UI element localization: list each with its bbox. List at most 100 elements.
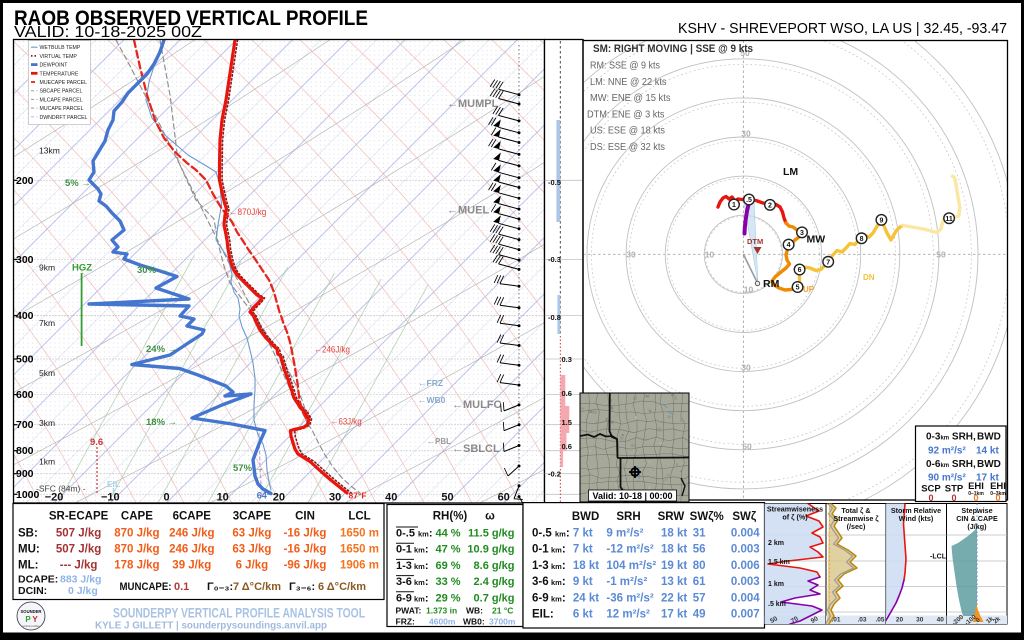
svg-text:.01: .01	[831, 617, 840, 624]
svg-text:MLCAPE PARCEL: MLCAPE PARCEL	[40, 97, 83, 103]
svg-text:MW: ENE @ 15 kts: MW: ENE @ 15 kts	[590, 92, 671, 104]
svg-text:VALID: 10-18-2025 00Z: VALID: 10-18-2025 00Z	[14, 24, 202, 41]
svg-text:1.373 in: 1.373 in	[426, 606, 457, 616]
svg-text:←870J/kg: ←870J/kg	[229, 207, 266, 218]
svg-text:.05: .05	[875, 617, 884, 624]
svg-text:PWAT:: PWAT:	[396, 606, 422, 616]
svg-text:700: 700	[16, 419, 34, 431]
svg-text:8: 8	[860, 236, 864, 243]
svg-text:507 J/kg: 507 J/kg	[56, 528, 101, 540]
svg-text:US: ESE @ 18 kts: US: ESE @ 18 kts	[590, 125, 665, 137]
svg-text:FRZ:: FRZ:	[396, 617, 416, 627]
svg-text:9 kt: 9 kt	[573, 576, 593, 588]
svg-text:1-3: 1-3	[532, 560, 549, 572]
svg-text:km:: km:	[418, 528, 433, 540]
svg-text:6CAPE: 6CAPE	[173, 511, 212, 523]
svg-text:9: 9	[879, 218, 883, 225]
svg-text:EIL:: EIL:	[532, 609, 554, 621]
svg-text:1650 m: 1650 m	[340, 544, 379, 556]
svg-text:EHI: EHI	[968, 481, 984, 492]
svg-text:SWζ%: SWζ%	[690, 511, 724, 523]
svg-text:13 kt: 13 kt	[661, 576, 687, 588]
svg-text:49: 49	[693, 609, 706, 621]
svg-text:63 J/kg: 63 J/kg	[232, 528, 271, 540]
svg-text:18 kt: 18 kt	[661, 528, 687, 540]
svg-text:200: 200	[16, 175, 34, 187]
svg-text:km:: km:	[551, 560, 566, 572]
svg-text:507 J/kg: 507 J/kg	[56, 544, 101, 556]
svg-text:--- J/kg: --- J/kg	[60, 560, 98, 572]
svg-text:-12 m²/s²: -12 m²/s²	[606, 544, 653, 556]
svg-text:246 J/kg: 246 J/kg	[169, 544, 214, 556]
svg-text:←63J/kg: ←63J/kg	[331, 417, 362, 428]
svg-text:92 m²/s²: 92 m²/s²	[928, 446, 966, 457]
svg-text:1906 m: 1906 m	[340, 560, 379, 572]
svg-text:MUCAPE PARCEL: MUCAPE PARCEL	[40, 106, 84, 112]
svg-text:870 J/kg: 870 J/kg	[114, 528, 159, 540]
svg-text:24% →: 24% →	[146, 344, 177, 355]
svg-text:P: P	[25, 615, 31, 624]
svg-text:1650 m: 1650 m	[340, 528, 379, 540]
svg-text:3-6: 3-6	[396, 576, 412, 588]
svg-text:2k: 2k	[992, 615, 1002, 625]
svg-text:1000: 1000	[16, 489, 40, 501]
svg-text:178 J/kg: 178 J/kg	[114, 560, 159, 572]
svg-text:km:: km:	[555, 528, 570, 540]
svg-text:30: 30	[329, 492, 341, 504]
svg-text:−10: −10	[101, 492, 120, 504]
svg-text:Stepwise: Stepwise	[961, 506, 992, 515]
svg-text:-16 J/kg: -16 J/kg	[284, 544, 327, 556]
svg-text:500: 500	[16, 354, 34, 366]
svg-text:80: 80	[693, 560, 706, 572]
svg-text:KSHV - SHREVEPORT WSO, LA US |: KSHV - SHREVEPORT WSO, LA US | 32.45, -9…	[678, 20, 1007, 37]
svg-text:6-9: 6-9	[396, 592, 412, 604]
svg-text:56: 56	[693, 544, 706, 556]
svg-text:SRW: SRW	[658, 511, 685, 523]
svg-text:←246J/kg: ←246J/kg	[314, 345, 350, 356]
svg-text:km:: km:	[551, 576, 566, 588]
svg-text:RH(%): RH(%)	[433, 511, 468, 523]
svg-text:-96 J/kg: -96 J/kg	[284, 560, 327, 572]
svg-text:2.4 g/kg: 2.4 g/kg	[474, 576, 515, 588]
svg-text:DTM: DTM	[747, 237, 763, 246]
svg-text:50: 50	[769, 615, 779, 625]
svg-text:SOUNDER: SOUNDER	[21, 609, 42, 614]
svg-text:Streamwise ζ: Streamwise ζ	[833, 514, 879, 523]
svg-text:(J/kg): (J/kg)	[967, 522, 987, 531]
svg-text:6 kt: 6 kt	[573, 609, 593, 621]
svg-text:31: 31	[693, 528, 706, 540]
svg-text:20: 20	[896, 617, 904, 624]
svg-text:0.6: 0.6	[562, 442, 572, 451]
svg-text:11: 11	[945, 216, 953, 223]
svg-text:800: 800	[16, 445, 34, 457]
svg-text:LM: NNE @ 22 kts: LM: NNE @ 22 kts	[590, 76, 667, 88]
svg-text:BWD: BWD	[977, 459, 1001, 470]
svg-text:0: 0	[995, 493, 1000, 503]
svg-text:RAOB OBSERVED VERTICAL PROFILE: RAOB OBSERVED VERTICAL PROFILE	[14, 7, 368, 30]
svg-text:18% →: 18% →	[146, 417, 177, 428]
svg-text:64°: 64°	[257, 491, 271, 501]
svg-text:1 km: 1 km	[768, 581, 784, 588]
svg-text:0-.5: 0-.5	[396, 528, 415, 540]
svg-text:50: 50	[740, 48, 750, 58]
svg-text:km:: km:	[414, 560, 429, 572]
svg-text:0.006: 0.006	[731, 560, 760, 572]
svg-text:0: 0	[951, 493, 956, 503]
svg-text:SOUNDERPY VERTICAL PROFILE ANA: SOUNDERPY VERTICAL PROFILE ANALYSIS TOOL	[113, 605, 365, 621]
svg-text:ML:: ML:	[18, 560, 38, 572]
svg-text:870 J/kg: 870 J/kg	[114, 544, 159, 556]
svg-text:10: 10	[705, 250, 715, 260]
svg-text:−20: −20	[45, 492, 64, 504]
svg-text:13km: 13km	[39, 146, 60, 156]
svg-text:(/sec): (/sec)	[847, 522, 866, 531]
svg-text:Γ₃₋₆:: Γ₃₋₆:	[289, 581, 315, 593]
svg-text:0.3: 0.3	[562, 355, 572, 364]
svg-text:60: 60	[498, 492, 510, 504]
svg-text:0-6km SRH,: 0-6km SRH,	[926, 459, 976, 470]
svg-text:SBCAPE PARCEL: SBCAPE PARCEL	[40, 89, 83, 95]
svg-text:-36 m²/s²: -36 m²/s²	[606, 592, 653, 604]
svg-text:0: 0	[973, 493, 978, 503]
svg-text:SM: RIGHT MOVING | SSE @ 9 kts: SM: RIGHT MOVING | SSE @ 9 kts	[593, 43, 753, 55]
svg-text:LM: LM	[783, 166, 798, 178]
svg-text:14 kt: 14 kt	[976, 446, 999, 457]
